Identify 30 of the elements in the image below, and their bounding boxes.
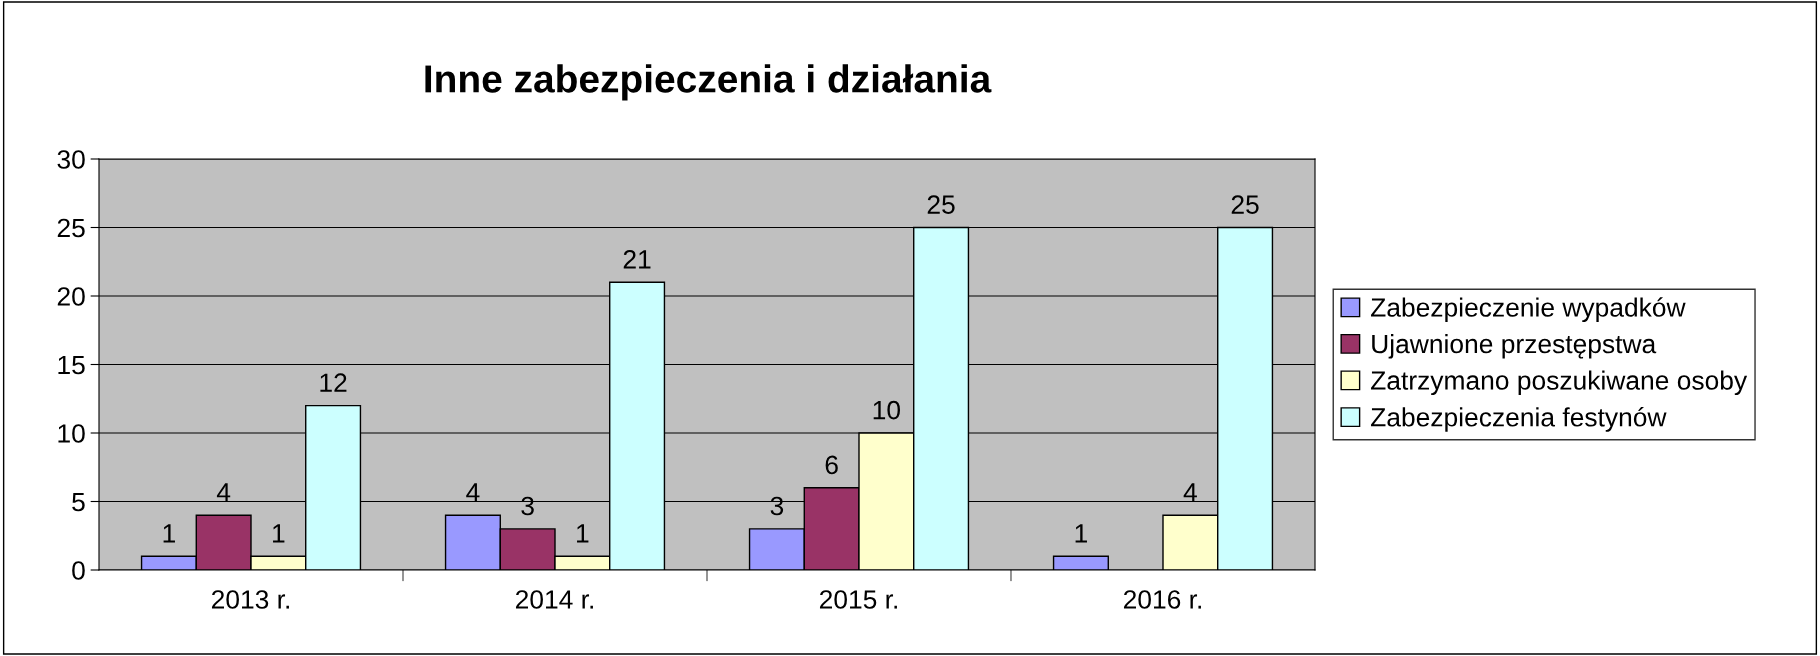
legend-label: Ujawnione przestępstwa	[1372, 333, 1657, 359]
data-label: 25	[927, 195, 955, 214]
data-label: 4	[216, 483, 231, 502]
x-tick-label: 2014 r.	[515, 590, 593, 609]
y-tick-label: 30	[57, 150, 85, 169]
data-label: 3	[521, 496, 534, 516]
chart-title: Inne zabezpieczenia i działania	[425, 64, 992, 101]
y-tick-label: 10	[58, 424, 85, 443]
x-tick-label: 2015 r.	[819, 590, 897, 609]
data-label: 25	[1231, 195, 1259, 214]
data-label: 10	[873, 400, 901, 420]
y-tick-label: 0	[72, 561, 85, 580]
x-tick-label: 2016 r.	[1123, 590, 1201, 609]
data-label: 1	[1075, 524, 1087, 543]
x-tick-label: 2013 r.	[211, 590, 289, 609]
y-tick-label: 5	[72, 492, 85, 512]
y-tick-label: 15	[58, 355, 85, 375]
data-label: 12	[320, 373, 347, 392]
data-label: 4	[1183, 483, 1197, 502]
data-label: 1	[577, 524, 589, 543]
data-label: 1	[163, 524, 175, 543]
data-label: 1	[273, 524, 285, 543]
y-tick-label: 25	[57, 218, 85, 238]
legend-label: Zatrzymano poszukiwane osoby	[1371, 370, 1748, 396]
legend-label: Zabezpieczenia festynów	[1371, 406, 1667, 432]
data-label: 21	[623, 250, 651, 269]
y-tick-label: 20	[57, 287, 85, 306]
legend-label: Zabezpieczenie wypadków	[1371, 297, 1686, 323]
data-label: 4	[466, 483, 480, 502]
data-label: 6	[825, 455, 838, 475]
